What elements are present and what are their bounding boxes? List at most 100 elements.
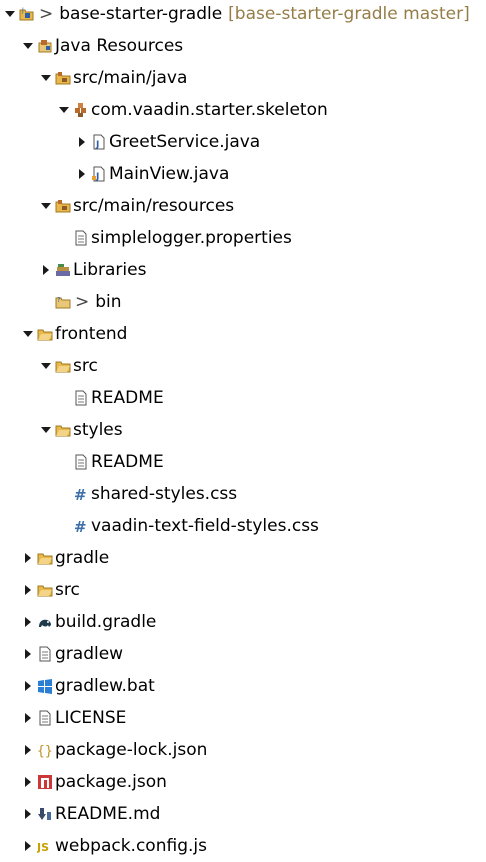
svg-text:J: J [21,7,24,14]
tree-item-label: src [55,580,80,600]
collapse-toggle[interactable] [3,1,17,27]
folder-icon [55,358,71,374]
tree-item-label: gradle [55,548,110,568]
tree-item-build-gradle[interactable]: build.gradle [21,609,156,635]
tree-item-src-main-resources[interactable]: src/main/resources [39,193,234,219]
tree-item-text-field-styles[interactable]: # vaadin-text-field-styles.css [57,513,319,539]
tree-item-label: src/main/java [73,68,188,88]
tree-item-label: vaadin-text-field-styles.css [91,516,319,536]
markdown-file-icon [37,806,53,822]
expand-toggle[interactable] [75,129,89,155]
git-dirty-marker: > [75,292,90,312]
tree-item-styles-readme[interactable]: README [57,449,164,475]
folder-icon [37,326,53,342]
collapse-toggle[interactable] [21,33,35,59]
tree-item-package-lock[interactable]: {} package-lock.json [21,737,207,763]
svg-text:#: # [74,518,87,534]
expand-toggle[interactable] [21,705,35,731]
tree-item-label: bin [95,292,122,312]
svg-text:#: # [74,486,87,502]
expand-toggle[interactable] [21,609,35,635]
css-file-icon: # [73,486,89,502]
tree-item-frontend-src[interactable]: src [39,353,98,379]
tree-item-root-project[interactable]: J > base-starter-gradle [base-starter-gr… [3,1,470,27]
tree-item-label: shared-styles.css [91,484,238,504]
collapse-toggle[interactable] [39,65,53,91]
tree-item-webpack-config[interactable]: JS webpack.config.js [21,833,207,859]
text-file-icon [37,710,53,726]
svg-text:?: ? [57,296,61,304]
tree-item-bin[interactable]: ? > bin [39,289,122,315]
tree-item-gradlew-bat[interactable]: gradlew.bat [21,673,155,699]
expand-toggle[interactable] [21,737,35,763]
git-branch-decoration: [base-starter-gradle master] [228,4,470,24]
tree-item-label: Java Resources [55,36,184,56]
collapse-toggle[interactable] [21,321,35,347]
expand-toggle[interactable] [21,641,35,667]
tree-item-label: package-lock.json [55,740,208,760]
svg-text:J: J [95,140,99,150]
tree-item-java-resources[interactable]: Java Resources [21,33,183,59]
tree-item-label: src [73,356,98,376]
expand-toggle[interactable] [21,577,35,603]
java-resources-icon [37,38,53,54]
json-file-icon: {} [37,742,53,758]
tree-item-label: build.gradle [55,612,157,632]
tree-item-src-main-java[interactable]: src/main/java [39,65,187,91]
tree-item-label: Libraries [73,260,147,280]
expand-toggle[interactable] [75,161,89,187]
tree-item-frontend[interactable]: frontend [21,321,127,347]
expand-toggle[interactable] [21,769,35,795]
collapse-toggle[interactable] [57,97,71,123]
collapse-toggle[interactable] [39,193,53,219]
java-file-icon: J [91,166,107,182]
tree-item-readme-md[interactable]: README.md [21,801,160,827]
tree-item-label: README.md [55,804,161,824]
tree-item-greet-service[interactable]: J GreetService.java [75,129,260,155]
tree-item-main-view[interactable]: J MainView.java [75,161,229,187]
tree-item-label: README [91,388,164,408]
folder-icon [37,582,53,598]
svg-text:J: J [95,172,99,182]
tree-item-label: simplelogger.properties [91,228,292,248]
folder-icon [37,550,53,566]
tree-item-src-folder[interactable]: src [21,577,80,603]
expand-toggle[interactable] [21,833,35,859]
tree-item-label: frontend [55,324,128,344]
java-file-icon: J [91,134,107,150]
collapse-toggle[interactable] [39,353,53,379]
tree-item-license[interactable]: LICENSE [21,705,126,731]
properties-file-icon [73,230,89,246]
tree-item-styles[interactable]: styles [39,417,123,443]
tree-item-label: styles [73,420,123,440]
expand-toggle[interactable] [21,801,35,827]
folder-icon: ? [55,294,71,310]
tree-item-package-json[interactable]: package.json [21,769,167,795]
tree-item-package[interactable]: com.vaadin.starter.skeleton [57,97,328,123]
expand-toggle[interactable] [39,257,53,283]
css-file-icon: # [73,518,89,534]
tree-item-simplelogger[interactable]: simplelogger.properties [57,225,292,251]
tree-item-label: MainView.java [109,164,230,184]
tree-item-gradlew[interactable]: gradlew [21,641,123,667]
tree-item-label: LICENSE [55,708,127,728]
tree-item-libraries[interactable]: Libraries [39,257,146,283]
expand-toggle[interactable] [21,545,35,571]
tree-item-label: gradlew [55,644,124,664]
javascript-file-icon: JS [37,838,53,854]
tree-item-gradle-folder[interactable]: gradle [21,545,109,571]
tree-item-label: com.vaadin.starter.skeleton [91,100,328,120]
expand-toggle[interactable] [21,673,35,699]
folder-icon [55,422,71,438]
tree-item-frontend-src-readme[interactable]: README [57,385,164,411]
collapse-toggle[interactable] [39,417,53,443]
windows-bat-icon [37,678,53,694]
tree-item-label: webpack.config.js [55,836,207,856]
tree-item-label: package.json [55,772,167,792]
tree-item-label: base-starter-gradle [59,4,223,24]
gradle-file-icon [37,614,53,630]
tree-item-shared-styles[interactable]: # shared-styles.css [57,481,237,507]
git-dirty-marker: > [39,4,54,24]
text-file-icon [73,390,89,406]
